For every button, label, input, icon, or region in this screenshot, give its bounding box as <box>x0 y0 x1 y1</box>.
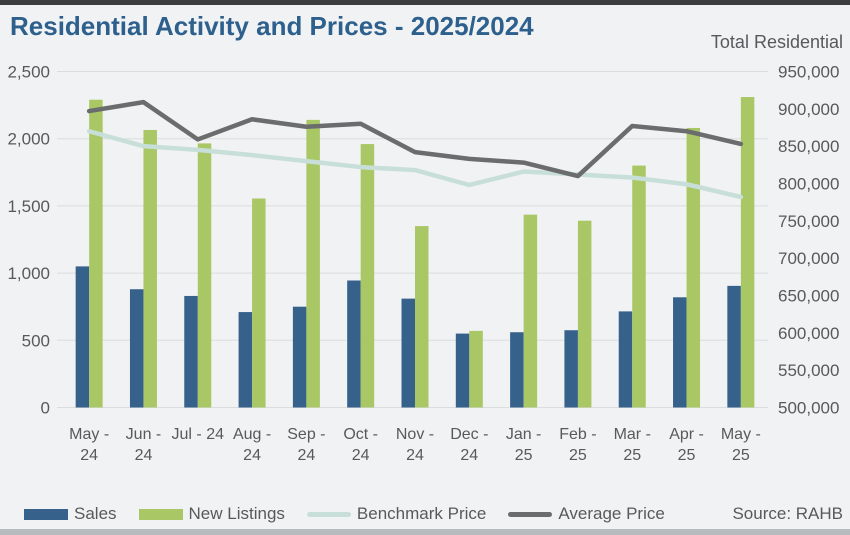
right-axis-tick-label: 750,000 <box>778 212 839 231</box>
new-listings-bar <box>306 119 320 408</box>
sales-bar <box>510 332 524 408</box>
legend-item-sales: Sales <box>24 504 117 524</box>
x-axis-label: Mar - <box>614 426 651 443</box>
new-listings-bar <box>360 144 375 408</box>
sales-bar <box>455 333 470 408</box>
left-axis-tick-label: 1,000 <box>7 264 50 283</box>
new-listings-bar <box>686 127 701 408</box>
source-text: Source: RAHB <box>732 504 843 523</box>
bottom-border-bar <box>0 529 850 535</box>
sales-bar <box>292 306 307 408</box>
legend-item-average-price: Average Price <box>508 504 665 524</box>
x-axis-label: Oct - <box>343 426 378 443</box>
legend-label-benchmark-price: Benchmark Price <box>356 504 487 523</box>
x-axis-label: Apr - <box>669 426 704 443</box>
sales-bar <box>564 330 578 408</box>
average-price-line <box>86 99 744 179</box>
new-listings-swatch-icon <box>138 508 183 520</box>
x-axis-label: 24 <box>80 447 98 464</box>
x-axis-label: Jun - <box>126 426 162 443</box>
left-axis-tick-label: 500 <box>22 331 50 350</box>
legend: Sales New Listings Benchmark Price Avera… <box>24 501 843 527</box>
sales-bar <box>347 280 361 408</box>
x-axis-label: May - <box>721 426 761 443</box>
new-listings-bar <box>89 99 103 408</box>
right-axis-tick-label: 500,000 <box>778 399 839 418</box>
left-axis-tick-label: 1,500 <box>7 197 50 216</box>
x-axis-label: 24 <box>243 447 261 464</box>
sales-bar <box>129 289 144 408</box>
new-listings-bar <box>523 214 538 408</box>
right-axis-tick-label: 850,000 <box>778 137 839 156</box>
new-listings-bar <box>197 143 212 408</box>
x-axis-label: 25 <box>623 447 641 464</box>
right-axis-tick-label: 550,000 <box>778 361 839 380</box>
new-listings-bar <box>143 129 157 408</box>
new-listings-bar <box>577 220 592 408</box>
legend-item-new-listings: New Listings <box>138 504 285 524</box>
right-axis-tick-label: 900,000 <box>778 100 839 119</box>
average-line-swatch-icon <box>508 511 553 517</box>
x-axis-label: 25 <box>678 447 696 464</box>
x-axis-label: 24 <box>297 447 315 464</box>
sales-swatch-icon <box>24 508 68 520</box>
x-axis-label: 25 <box>732 447 750 464</box>
x-axis-label: 24 <box>135 447 153 464</box>
x-axis-label: Dec - <box>450 426 488 443</box>
new-listings-bar <box>740 97 755 408</box>
right-axis-tick-label: 800,000 <box>778 175 839 194</box>
sales-bar <box>727 285 741 408</box>
legend-label-sales: Sales <box>74 504 117 523</box>
right-axis-tick-label: 600,000 <box>778 324 839 343</box>
sales-bar <box>673 297 687 408</box>
new-listings-bar <box>252 198 266 408</box>
sales-bar <box>401 298 415 408</box>
x-axis-label: 24 <box>352 447 370 464</box>
x-axis-label: May - <box>69 426 109 443</box>
chart-title: Residential Activity and Prices - 2025/2… <box>10 11 534 41</box>
right-axis-tick-label: 700,000 <box>778 249 839 268</box>
x-axis-label: Nov - <box>396 426 434 443</box>
benchmark-price-line <box>86 128 744 200</box>
legend-label-average-price: Average Price <box>558 504 665 523</box>
new-listings-bar <box>415 226 429 408</box>
legend-item-benchmark-price: Benchmark Price <box>306 504 487 524</box>
top-accent-bar <box>0 0 850 5</box>
benchmark-line-swatch-icon <box>306 511 351 517</box>
x-axis-label: Feb - <box>559 426 596 443</box>
right-axis-tick-label: 650,000 <box>778 287 839 306</box>
x-axis-label: Aug - <box>233 426 271 443</box>
x-axis-label: 24 <box>460 447 478 464</box>
right-axis-title: Total Residential <box>710 32 843 52</box>
sales-bar <box>618 311 633 408</box>
x-axis-label: 24 <box>406 447 424 464</box>
left-axis-tick-label: 2,000 <box>7 130 50 149</box>
right-axis-tick-label: 950,000 <box>778 63 839 82</box>
legend-label-new-listings: New Listings <box>188 504 285 523</box>
sales-bar <box>184 295 198 408</box>
x-axis-label: Jan - <box>506 426 542 443</box>
new-listings-bar <box>469 330 483 408</box>
left-axis-tick-label: 2,500 <box>7 63 50 82</box>
x-axis-label: 25 <box>569 447 587 464</box>
left-axis-tick-label: 0 <box>41 399 50 418</box>
x-axis-label: 25 <box>515 447 533 464</box>
x-axis-label: Sep - <box>287 426 325 443</box>
sales-bar <box>75 266 90 408</box>
sales-bar <box>238 312 253 408</box>
new-listings-bar <box>632 165 646 408</box>
x-axis-label: Jul - 24 <box>172 426 225 443</box>
